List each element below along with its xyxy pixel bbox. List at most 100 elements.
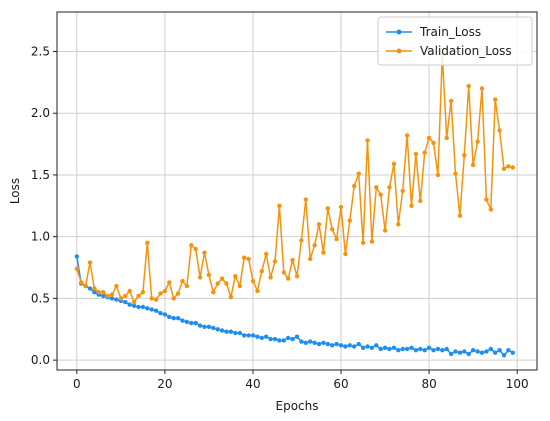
data-point-validation-loss <box>338 204 344 210</box>
data-point-validation-loss <box>294 274 300 279</box>
data-point-validation-loss <box>426 135 432 141</box>
data-point-validation-loss <box>105 293 110 299</box>
data-point-validation-loss <box>404 133 410 138</box>
data-point-validation-loss <box>457 213 463 218</box>
data-point-validation-loss <box>418 198 423 204</box>
data-point-validation-loss <box>321 250 326 255</box>
data-point-train-loss <box>506 348 511 353</box>
data-point-validation-loss <box>277 203 282 208</box>
axis-ticks: 0 20 40 60 80 100 0.0 0.5 1.0 1.5 2.0 2.5 <box>31 45 529 391</box>
data-point-train-loss <box>250 333 256 338</box>
x-axis-label: Epochs <box>276 399 319 413</box>
data-point-validation-loss <box>224 281 229 286</box>
data-point-train-loss <box>418 346 423 352</box>
data-point-validation-loss <box>396 222 401 227</box>
data-point-validation-loss <box>382 228 388 233</box>
data-point-validation-loss <box>180 278 185 284</box>
data-point-train-loss <box>365 344 370 349</box>
data-point-validation-loss <box>360 240 366 245</box>
data-point-train-loss <box>479 350 485 355</box>
data-point-train-loss <box>131 303 137 308</box>
data-point-validation-loss <box>497 128 502 133</box>
data-point-validation-loss <box>365 138 370 143</box>
data-point-validation-loss <box>153 297 159 302</box>
data-point-train-loss <box>237 330 242 336</box>
data-point-train-loss <box>264 334 269 339</box>
data-point-train-loss <box>413 348 419 353</box>
data-point-train-loss <box>92 290 97 295</box>
data-point-train-loss <box>255 334 260 339</box>
data-point-train-loss <box>162 312 168 317</box>
data-point-validation-loss <box>74 266 80 271</box>
data-point-train-loss <box>219 328 225 333</box>
data-point-validation-loss <box>312 243 317 248</box>
data-point-validation-loss <box>369 239 375 244</box>
series-layer <box>74 53 515 358</box>
series-line-train-loss <box>76 256 514 356</box>
data-point-train-loss <box>123 299 128 305</box>
data-point-train-loss <box>136 304 141 310</box>
data-point-validation-loss <box>149 296 154 301</box>
data-point-train-loss <box>422 348 427 353</box>
data-point-train-loss <box>462 349 467 354</box>
data-point-train-loss <box>338 343 344 348</box>
data-point-validation-loss <box>242 255 247 260</box>
data-point-train-loss <box>145 306 150 311</box>
y-tick-label: 1.5 <box>31 168 50 182</box>
data-point-train-loss <box>197 323 203 328</box>
data-point-train-loss <box>334 341 339 347</box>
data-point-validation-loss <box>299 238 304 243</box>
data-point-train-loss <box>202 324 207 329</box>
legend: Train_Loss Validation_Loss <box>377 16 533 66</box>
data-point-train-loss <box>475 349 480 354</box>
data-point-train-loss <box>171 316 176 321</box>
data-point-validation-loss <box>96 290 102 295</box>
data-point-train-loss <box>435 346 441 352</box>
data-point-train-loss <box>391 345 397 350</box>
data-point-validation-loss <box>237 283 242 289</box>
data-point-validation-loss <box>501 166 507 171</box>
data-point-train-loss <box>180 318 185 323</box>
data-point-validation-loss <box>268 275 273 280</box>
data-point-train-loss <box>149 307 154 312</box>
data-point-train-loss <box>497 348 502 353</box>
data-point-train-loss <box>290 336 295 342</box>
data-point-train-loss <box>158 311 163 316</box>
data-point-validation-loss <box>308 256 313 262</box>
data-point-validation-loss <box>303 197 308 202</box>
data-point-validation-loss <box>259 269 264 274</box>
data-point-validation-loss <box>413 151 419 157</box>
data-point-validation-loss <box>83 283 88 289</box>
data-point-train-loss <box>286 335 291 341</box>
y-tick-label: 0.0 <box>31 353 50 367</box>
legend-train-marker <box>396 29 402 35</box>
y-tick-label: 1.0 <box>31 230 50 244</box>
x-tick-label: 40 <box>245 377 260 391</box>
data-point-validation-loss <box>246 256 251 262</box>
y-tick-label: 0.5 <box>31 291 50 305</box>
data-point-train-loss <box>114 297 119 302</box>
data-point-train-loss <box>374 343 379 348</box>
data-point-validation-loss <box>334 236 339 242</box>
data-point-train-loss <box>193 320 198 326</box>
data-point-train-loss <box>360 345 366 350</box>
data-point-train-loss <box>510 350 515 355</box>
data-point-validation-loss <box>184 283 190 289</box>
data-point-train-loss <box>277 338 282 343</box>
data-point-train-loss <box>268 336 273 342</box>
data-point-validation-loss <box>484 197 489 202</box>
data-point-validation-loss <box>444 135 449 141</box>
y-axis-label: Loss <box>8 178 22 204</box>
data-point-train-loss <box>409 345 414 350</box>
x-tick-label: 20 <box>157 377 172 391</box>
legend-validation-marker <box>396 48 402 54</box>
data-point-validation-loss <box>131 299 137 305</box>
data-point-train-loss <box>347 343 352 348</box>
data-point-validation-loss <box>255 288 260 294</box>
data-point-train-loss <box>101 293 106 299</box>
data-point-train-loss <box>369 345 375 350</box>
data-point-validation-loss <box>462 153 467 158</box>
series-train-loss <box>74 254 515 358</box>
data-point-train-loss <box>109 296 115 301</box>
data-point-train-loss <box>316 341 322 347</box>
